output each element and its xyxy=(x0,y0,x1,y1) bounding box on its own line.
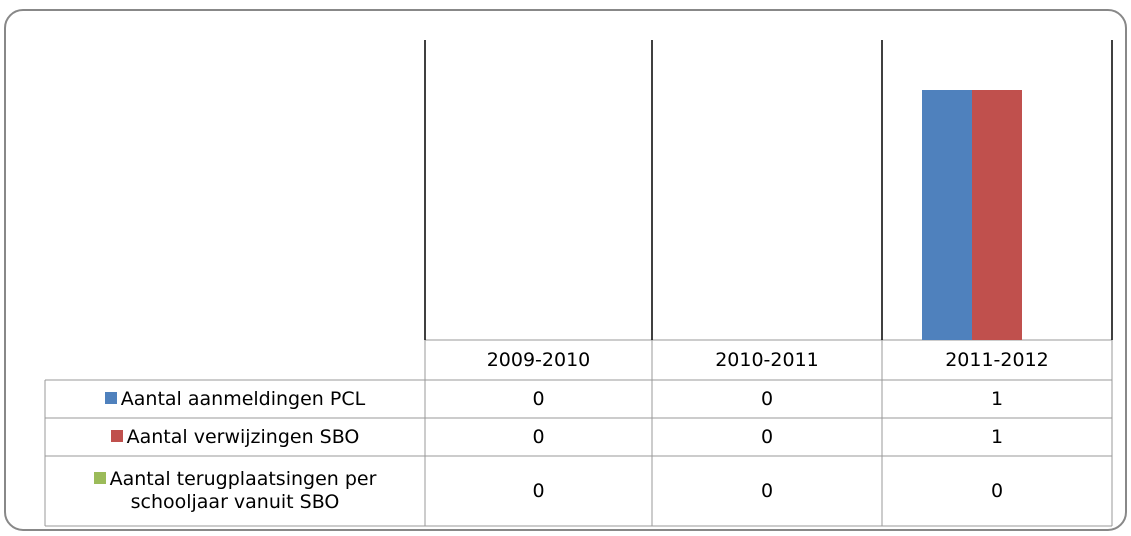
x-tick-label: 2009-2010 xyxy=(486,348,591,371)
x-tick-label: 2010-2011 xyxy=(715,348,819,371)
table-value: 0 xyxy=(532,479,545,502)
table-value: 0 xyxy=(532,425,545,448)
legend-label: Aantal aanmeldingen PCL xyxy=(120,387,366,410)
table-value: 0 xyxy=(532,387,545,410)
legend-entry: Aantal aanmeldingen PCL xyxy=(48,380,422,418)
legend-text-wrap: Aantal terugplaatsingen per schooljaar v… xyxy=(48,468,422,514)
bar xyxy=(922,90,972,340)
table-value: 0 xyxy=(760,479,774,502)
category-dividers xyxy=(424,40,1113,340)
table-value: 0 xyxy=(760,387,774,410)
legend-entry: Aantal terugplaatsingen per schooljaar v… xyxy=(48,456,422,526)
frame xyxy=(4,9,1127,531)
x-tick-label: 2011-2012 xyxy=(945,348,1049,371)
table-grid xyxy=(44,339,1113,527)
legend-text-wrap: Aantal aanmeldingen PCL xyxy=(104,387,366,411)
legend-swatch xyxy=(110,429,123,442)
legend-entry: Aantal verwijzingen SBO xyxy=(48,418,422,456)
legend-label: Aantal verwijzingen SBO xyxy=(126,425,360,448)
table-value: 1 xyxy=(990,425,1004,448)
table-value: 1 xyxy=(990,387,1004,410)
legend-swatch xyxy=(93,472,106,484)
legend-swatch xyxy=(104,391,117,404)
legend-label: Aantal terugplaatsingen per schooljaar v… xyxy=(109,468,377,513)
table-value: 0 xyxy=(990,479,1004,502)
bar xyxy=(972,90,1022,340)
legend-text-wrap: Aantal verwijzingen SBO xyxy=(110,425,360,449)
table-value: 0 xyxy=(760,425,774,448)
